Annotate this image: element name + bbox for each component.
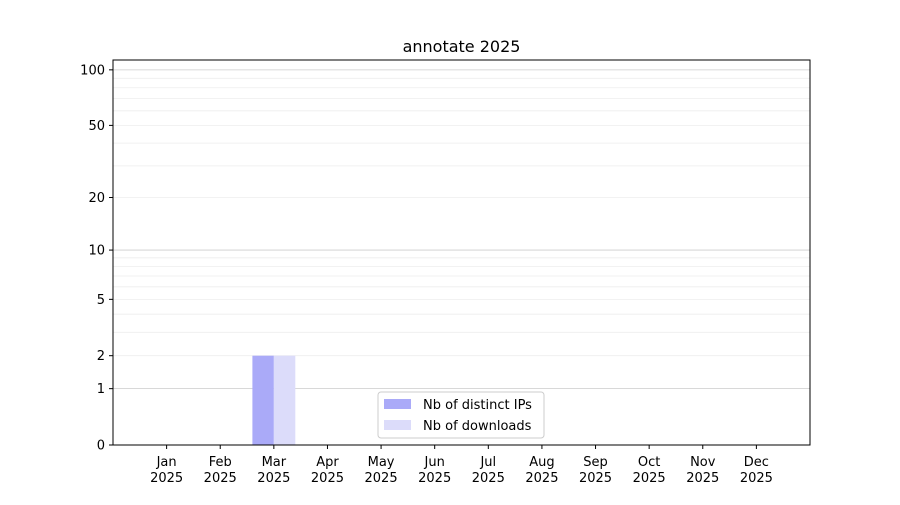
y-tick-label: 1 bbox=[97, 382, 105, 397]
x-tick-label: Jan bbox=[156, 455, 177, 470]
x-tick-label: 2025 bbox=[418, 471, 451, 486]
x-tick-label: 2025 bbox=[257, 471, 290, 486]
x-tick-label: Oct bbox=[638, 455, 660, 470]
legend-swatch bbox=[384, 420, 411, 430]
axes-frame bbox=[112, 59, 811, 446]
y-tick-label: 20 bbox=[88, 191, 105, 206]
x-tick-label: 2025 bbox=[472, 471, 505, 486]
y-tick-label: 100 bbox=[80, 63, 105, 78]
chart-title: annotate 2025 bbox=[403, 37, 521, 56]
x-tick-label: Nov bbox=[690, 455, 716, 470]
legend bbox=[377, 391, 545, 439]
x-tick-label: Feb bbox=[209, 455, 232, 470]
x-tick-label: 2025 bbox=[740, 471, 773, 486]
x-tick-label: 2025 bbox=[579, 471, 612, 486]
x-tick-label: May bbox=[368, 455, 395, 470]
x-tick-label: Apr bbox=[316, 455, 339, 470]
legend-label: Nb of distinct IPs bbox=[423, 398, 532, 413]
x-tick-label: 2025 bbox=[633, 471, 666, 486]
x-tick-label: Aug bbox=[529, 455, 554, 470]
y-tick-label: 50 bbox=[88, 119, 105, 134]
bar-distinct-ips bbox=[252, 355, 274, 445]
x-tick-label: Sep bbox=[583, 455, 608, 470]
y-tick-label: 2 bbox=[97, 349, 105, 364]
x-tick-label: Jul bbox=[479, 455, 496, 470]
x-tick-label: Mar bbox=[262, 455, 287, 470]
legend-label: Nb of downloads bbox=[423, 419, 532, 434]
y-tick-label: 5 bbox=[97, 293, 105, 308]
y-tick-label: 0 bbox=[97, 439, 105, 454]
x-tick-label: 2025 bbox=[311, 471, 344, 486]
x-tick-label: Jun bbox=[424, 455, 445, 470]
x-tick-label: 2025 bbox=[365, 471, 398, 486]
y-tick-label: 10 bbox=[88, 244, 105, 259]
x-tick-label: 2025 bbox=[204, 471, 237, 486]
x-tick-label: Dec bbox=[744, 455, 769, 470]
x-tick-label: 2025 bbox=[150, 471, 183, 486]
bar-downloads bbox=[273, 355, 296, 445]
x-tick-label: 2025 bbox=[525, 471, 558, 486]
x-tick-label: 2025 bbox=[686, 471, 719, 486]
legend-swatch bbox=[384, 399, 411, 409]
